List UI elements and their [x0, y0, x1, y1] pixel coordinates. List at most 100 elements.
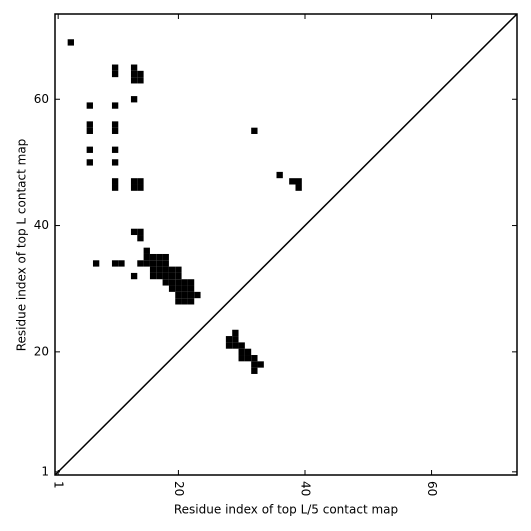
- contact-cell: [130, 184, 138, 191]
- contact-cell: [225, 336, 233, 343]
- contact-cell: [149, 266, 157, 273]
- contact-cell: [137, 235, 144, 242]
- contact-cell: [251, 367, 258, 374]
- x-axis-label: Residue index of top L/5 contact map: [174, 503, 398, 517]
- contact-cell: [295, 178, 302, 185]
- contact-cell: [187, 285, 195, 292]
- contact-cell: [295, 184, 302, 191]
- y-tick-label: 1: [41, 464, 49, 478]
- contact-cell: [67, 39, 74, 46]
- contact-cell: [137, 178, 144, 185]
- contact-cell: [86, 159, 93, 166]
- contact-cell: [111, 70, 119, 78]
- contact-cell: [162, 253, 169, 261]
- contact-cell: [137, 70, 144, 78]
- contact-cell: [111, 127, 119, 134]
- contact-cell: [156, 272, 163, 280]
- contact-cell: [175, 285, 182, 292]
- contact-cell: [130, 70, 138, 78]
- contact-cell: [187, 298, 195, 305]
- contact-cell: [168, 272, 176, 280]
- contact-cell: [194, 291, 201, 299]
- contact-cell: [257, 361, 264, 368]
- contact-cell: [238, 355, 245, 362]
- contact-cell: [168, 279, 176, 286]
- contact-cell: [251, 361, 258, 368]
- y-tick-label: 60: [34, 92, 49, 106]
- contact-cell: [162, 272, 169, 280]
- contact-cell: [225, 342, 233, 349]
- contact-cell: [149, 260, 157, 267]
- contact-cell: [238, 348, 245, 356]
- contact-cell: [181, 279, 188, 286]
- contact-cell: [111, 260, 119, 267]
- contact-cell: [181, 298, 188, 305]
- x-tick-label: 40: [298, 481, 312, 496]
- contact-cell: [86, 102, 93, 109]
- contact-cell: [175, 272, 182, 280]
- contact-cell: [175, 279, 182, 286]
- contact-cell: [156, 253, 163, 261]
- contact-cell: [111, 159, 119, 166]
- contact-cell: [130, 228, 138, 236]
- x-tick-label: 20: [172, 481, 186, 496]
- contact-cell: [244, 348, 252, 356]
- contact-cell: [143, 247, 150, 254]
- contact-cell: [111, 102, 119, 109]
- contact-cell: [137, 77, 144, 84]
- contact-cell: [111, 121, 119, 128]
- contact-cell: [244, 355, 252, 362]
- contact-cell: [111, 178, 119, 185]
- contact-cell: [149, 253, 157, 261]
- contact-cell: [175, 298, 182, 305]
- contact-cell: [149, 272, 157, 280]
- contact-cell: [232, 329, 239, 337]
- contact-cell: [168, 285, 176, 292]
- contact-cell: [162, 279, 169, 286]
- contact-cell: [137, 228, 144, 236]
- contact-cell: [175, 266, 182, 273]
- contact-cell: [251, 127, 258, 134]
- contact-cell: [111, 146, 119, 153]
- x-tick-label: 60: [425, 481, 439, 496]
- contact-cell: [276, 171, 283, 179]
- contact-cell: [130, 178, 138, 185]
- contact-cell: [156, 260, 163, 267]
- contact-cell: [238, 342, 245, 349]
- contact-cell: [251, 355, 258, 362]
- contact-cell: [162, 260, 169, 267]
- diagonal-line: [54, 13, 518, 476]
- contact-cell: [143, 253, 150, 261]
- plot-frame: [54, 13, 518, 476]
- contact-cell: [289, 178, 296, 185]
- contact-cell: [111, 184, 119, 191]
- contact-cell: [143, 260, 150, 267]
- contact-cell: [232, 336, 239, 343]
- contact-cell: [118, 260, 125, 267]
- contact-cell: [187, 279, 195, 286]
- contact-cell: [86, 121, 93, 128]
- contact-cell: [130, 77, 138, 84]
- y-tick-label: 40: [34, 218, 49, 232]
- contact-cell: [168, 266, 176, 273]
- x-tick-label: 1: [52, 481, 66, 489]
- contact-cell: [175, 291, 182, 299]
- contact-cell: [162, 266, 169, 273]
- contact-cell: [137, 184, 144, 191]
- contact-cell: [130, 96, 138, 103]
- y-axis-label: Residue index of top L contact map: [15, 139, 29, 352]
- contact-cell: [130, 64, 138, 71]
- contact-cell: [86, 127, 93, 134]
- y-tick-label: 20: [34, 344, 49, 358]
- contact-cell: [156, 266, 163, 273]
- contact-cell: [232, 342, 239, 349]
- contact-cell: [86, 146, 93, 153]
- contact-cell: [181, 291, 188, 299]
- contact-cell: [187, 291, 195, 299]
- contact-cell: [137, 260, 144, 267]
- contact-cell: [92, 260, 100, 267]
- contact-cell: [181, 285, 188, 292]
- contact-cell: [130, 272, 138, 280]
- contact-cell: [111, 64, 119, 71]
